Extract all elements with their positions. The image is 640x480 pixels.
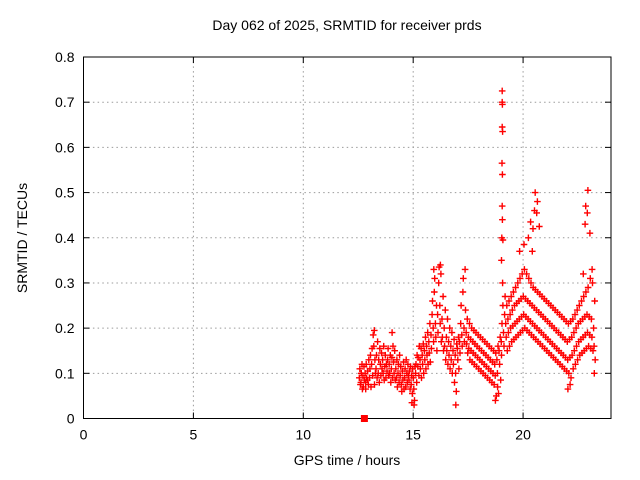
axis-ticks <box>83 56 611 419</box>
start-square-marker <box>360 415 368 422</box>
x-tick-label: 15 <box>405 427 421 443</box>
y-tick-label: 0.8 <box>55 49 75 65</box>
grid-lines <box>83 57 611 419</box>
x-tick-label: 20 <box>515 427 531 443</box>
y-tick-labels: 0 0.1 0.2 0.3 0.4 0.5 0.6 0.7 0.8 <box>55 49 75 427</box>
y-tick-label: 0.1 <box>55 365 75 381</box>
x-axis-label: GPS time / hours <box>293 452 401 468</box>
y-tick-label: 0.2 <box>55 320 75 336</box>
y-tick-label: 0.3 <box>55 275 75 291</box>
scatter-points <box>356 87 599 409</box>
y-tick-label: 0.7 <box>55 94 75 110</box>
chart-title: Day 062 of 2025, SRMTID for receiver prd… <box>212 17 482 33</box>
x-tick-label: 0 <box>80 427 88 443</box>
y-tick-label: 0.4 <box>55 230 75 246</box>
x-tick-labels: 0 5 10 15 20 <box>80 427 531 443</box>
x-tick-label: 10 <box>296 427 312 443</box>
x-tick-label: 5 <box>189 427 197 443</box>
y-tick-label: 0 <box>67 411 75 427</box>
y-tick-label: 0.6 <box>55 139 75 155</box>
y-tick-label: 0.5 <box>55 185 75 201</box>
